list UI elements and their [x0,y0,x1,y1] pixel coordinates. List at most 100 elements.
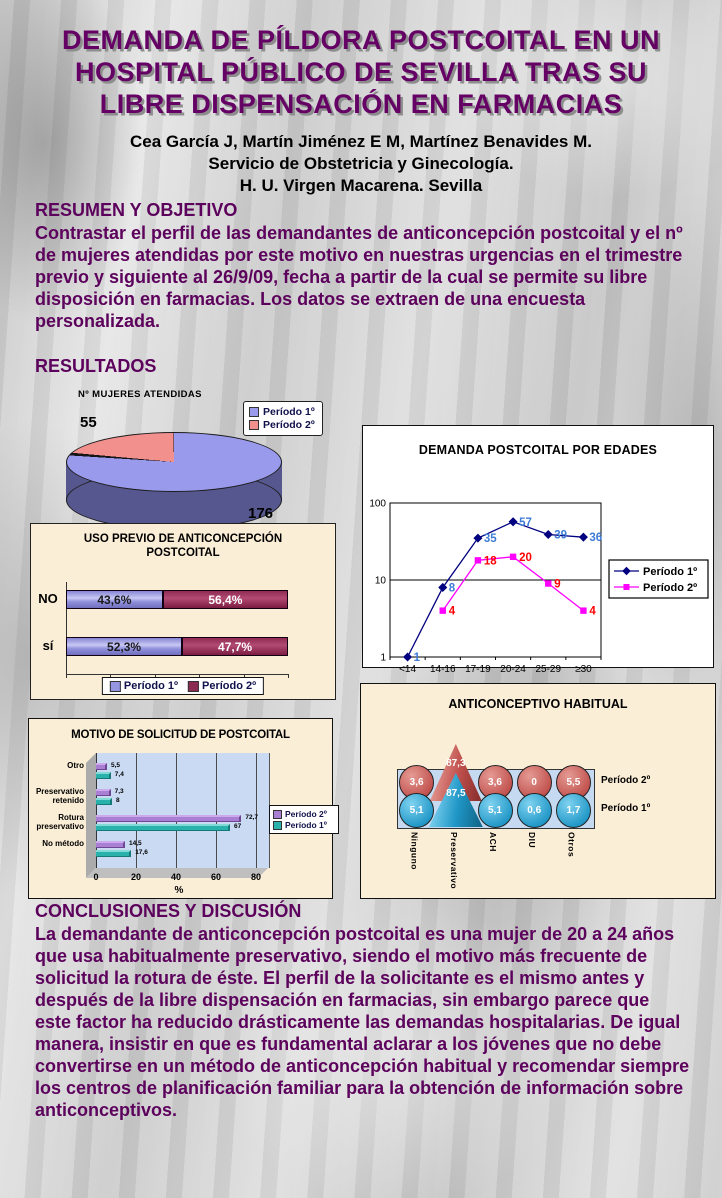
conclusiones-section: CONCLUSIONES Y DISCUSIÓN La demandante d… [35,901,690,1122]
x-axis-tick [243,674,245,678]
marker-square [509,553,517,561]
data-label: 4 [589,606,596,618]
bubble-value-label: 1,7 [566,804,581,816]
title-line: LIBRE DISPENSACIÓN EN FARMACIAS [99,88,623,119]
bubble-chart-anticonceptivo-habitual: ANTICONCEPTIVO HABITUAL 3,6 87,3 3,6 0 5,5 Pe… [360,683,716,899]
bar-value-label: 5,5 [111,762,121,769]
bar-segment: 56,4% [162,590,288,609]
category-label: sí [42,638,54,653]
bubble-value-label: 0 [531,776,537,788]
category-label: Preservativo [448,832,459,890]
line-chart-plot: 1 10 100 <14 14-16 17-19 20-24 25-29 ≥30 1 8 35 57 39… [363,457,713,684]
marker-square [545,580,552,587]
x-tick-label: 60 [210,872,221,882]
line-chart-title: DEMANDA POSTCOITAL POR EDADES [418,443,658,457]
legend-item: Período 2º [188,680,256,692]
bar [96,789,111,796]
x-axis-tick [154,674,156,678]
y-tick-label: 10 [375,576,387,587]
marker-diamond [508,517,518,527]
data-label: 4 [449,606,456,618]
category-label: Otros [566,832,577,858]
anti-chart-title: ANTICONCEPTIVO HABITUAL [448,697,628,711]
x-axis-tick [199,674,201,678]
gridline [136,753,137,868]
series-row-label: Período 1º [601,803,651,814]
bar-segment: 47,7% [182,637,288,656]
bar [96,815,242,822]
data-label: 39 [554,529,567,541]
data-label: 20 [519,552,532,564]
series-row-label: Período 2º [601,775,651,786]
resumen-section: RESUMEN Y OBJETIVO Contrastar el perfil … [35,200,687,333]
y-tick-label: 100 [369,499,386,510]
wall-back [96,753,270,868]
wall-side [86,753,96,878]
legend-item: Período 2º [273,809,335,819]
cone-value-label: 87,5 [446,788,466,799]
bar-value-label: 8 [116,797,120,804]
data-label: 18 [484,555,497,567]
legend-label: Período 2º [643,582,697,594]
x-tick-label: 14-16 [430,664,456,675]
category-label: Otro [67,761,84,770]
pie-data-label-periodo2: 55 [80,414,97,431]
data-label: 35 [484,533,497,545]
bubble-value-label: 3,6 [409,776,424,788]
x-tick-label: 25-29 [535,664,561,675]
bar [96,850,132,857]
legend-label: Período 2º [202,680,257,692]
bar-value-label: 17,6 [135,849,148,856]
line-chart-demanda-por-edades: DEMANDA POSTCOITAL POR EDADES 1 10 100 <14 1… [362,425,714,675]
bubble: 5,1 [399,792,435,828]
data-label: 57 [519,517,532,529]
conclusiones-body: La demandante de anticoncepción postcoit… [35,924,690,1120]
y-tick-label: 1 [380,653,386,664]
marker-square [439,607,446,614]
legend-swatch [249,420,259,430]
legend-marker [623,584,630,590]
authors-block: Cea García J, Martín Jiménez E M, Martín… [0,131,722,196]
pie-chart-mujeres-atendidas [66,428,282,538]
category-label: Ninguno [409,832,420,870]
cone-value-label: 87,3 [446,758,466,769]
legend-label: Período 2º [285,809,327,819]
bar [96,763,107,770]
data-label: 8 [449,582,456,594]
conclusiones-heading: CONCLUSIONES Y DISCUSIÓN [35,901,302,921]
data-label: 1 [414,652,421,664]
bar [96,824,230,831]
x-tick-label: 17-19 [465,664,491,675]
data-label: 9 [554,579,560,591]
y-axis-line [66,582,67,675]
pie-legend: Período 1º Período 2º [243,401,323,436]
x-axis-line [66,674,288,675]
category-label: No método [42,839,84,848]
legend-swatch [109,680,121,692]
x-tick-label: ≥30 [575,664,592,675]
bubble-value-label: 0,6 [527,804,542,816]
legend-box: Período 2º Período 1º [269,805,339,834]
legend-item: Período 1º [273,820,335,830]
pie-top-face [66,432,282,492]
bubble-value-label: 5,1 [409,804,424,816]
gridline [176,753,177,868]
x-tick-label: 0 [93,872,99,882]
bubble: 1,7 [555,792,591,828]
marker-square [474,557,482,564]
category-label: NO [38,591,58,606]
legend-box: Período 1º Período 2º [101,677,265,695]
marker-diamond [578,532,588,542]
bar-value-label: 7,4 [114,771,124,778]
bubble-value-label: 3,6 [488,776,502,788]
pie-data-label-periodo1: 176 [248,505,274,522]
category-label: DIU [527,832,538,849]
x-tick-label: <14 [399,664,416,675]
bar-segment: 52,3% [66,637,183,656]
legend-swatch [188,680,199,692]
legend-swatch [273,809,282,819]
resumen-body: Contrastar el perfil de las demandantes … [35,223,683,331]
bar-value-label: 43,6% [97,592,132,607]
